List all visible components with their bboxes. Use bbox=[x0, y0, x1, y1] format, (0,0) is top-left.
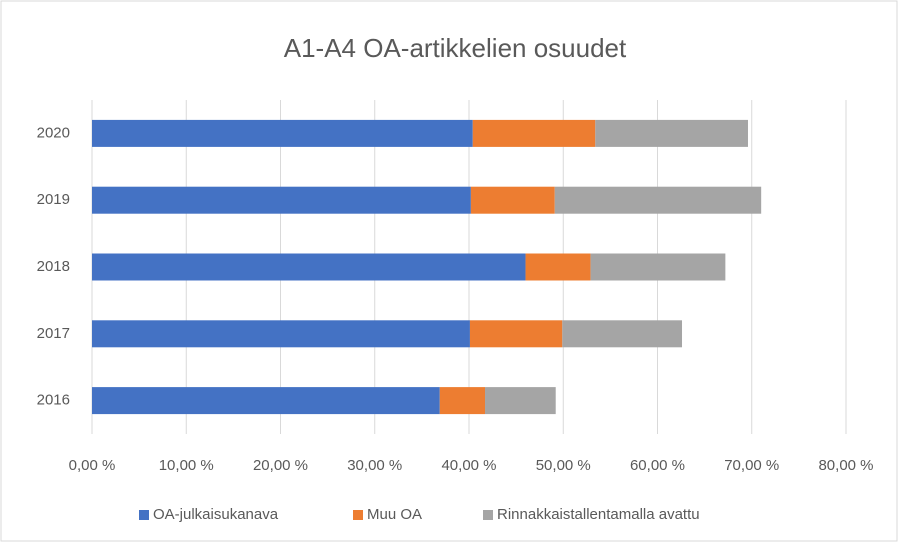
bar-segment bbox=[472, 119, 596, 147]
legend-swatch bbox=[483, 510, 493, 520]
bar-segment bbox=[590, 253, 726, 281]
bar-segment bbox=[470, 186, 555, 214]
bar-segment bbox=[562, 320, 683, 348]
bar-segment bbox=[92, 320, 470, 348]
bar-segment bbox=[469, 320, 563, 348]
legend-swatch bbox=[139, 510, 149, 520]
bar-segment bbox=[92, 253, 526, 281]
y-tick-label: 2017 bbox=[37, 325, 70, 342]
chart-title: A1-A4 OA-artikkelien osuudet bbox=[284, 33, 627, 63]
bar-segment bbox=[554, 186, 762, 214]
x-tick-label: 0,00 % bbox=[69, 457, 116, 474]
bar-segment bbox=[439, 387, 486, 415]
x-tick-label: 70,00 % bbox=[724, 457, 779, 474]
bar-segment bbox=[485, 387, 556, 415]
x-tick-label: 60,00 % bbox=[630, 457, 685, 474]
bar-segment bbox=[92, 119, 473, 147]
x-tick-label: 30,00 % bbox=[347, 457, 402, 474]
x-tick-label: 10,00 % bbox=[159, 457, 214, 474]
y-tick-label: 2018 bbox=[37, 258, 70, 275]
y-tick-label: 2016 bbox=[37, 392, 70, 409]
y-tick-label: 2020 bbox=[37, 124, 70, 141]
x-tick-label: 20,00 % bbox=[253, 457, 308, 474]
bar-segment bbox=[92, 387, 440, 415]
legend-label: OA-julkaisukanava bbox=[153, 506, 279, 523]
x-tick-label: 50,00 % bbox=[536, 457, 591, 474]
bar-segment bbox=[525, 253, 591, 281]
bar-segment bbox=[92, 186, 471, 214]
bar-segment bbox=[595, 119, 748, 147]
y-tick-label: 2019 bbox=[37, 191, 70, 208]
legend-swatch bbox=[353, 510, 363, 520]
x-tick-label: 80,00 % bbox=[818, 457, 873, 474]
x-tick-label: 40,00 % bbox=[441, 457, 496, 474]
legend-label: Muu OA bbox=[367, 506, 422, 523]
legend-label: Rinnakkaistallentamalla avattu bbox=[497, 506, 700, 523]
